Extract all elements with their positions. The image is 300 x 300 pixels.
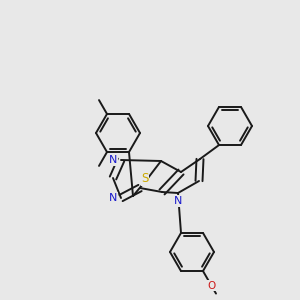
Text: O: O bbox=[207, 281, 216, 291]
Text: N: N bbox=[109, 155, 117, 165]
Text: N: N bbox=[174, 196, 182, 206]
Text: S: S bbox=[141, 172, 149, 185]
Text: N: N bbox=[109, 193, 117, 203]
